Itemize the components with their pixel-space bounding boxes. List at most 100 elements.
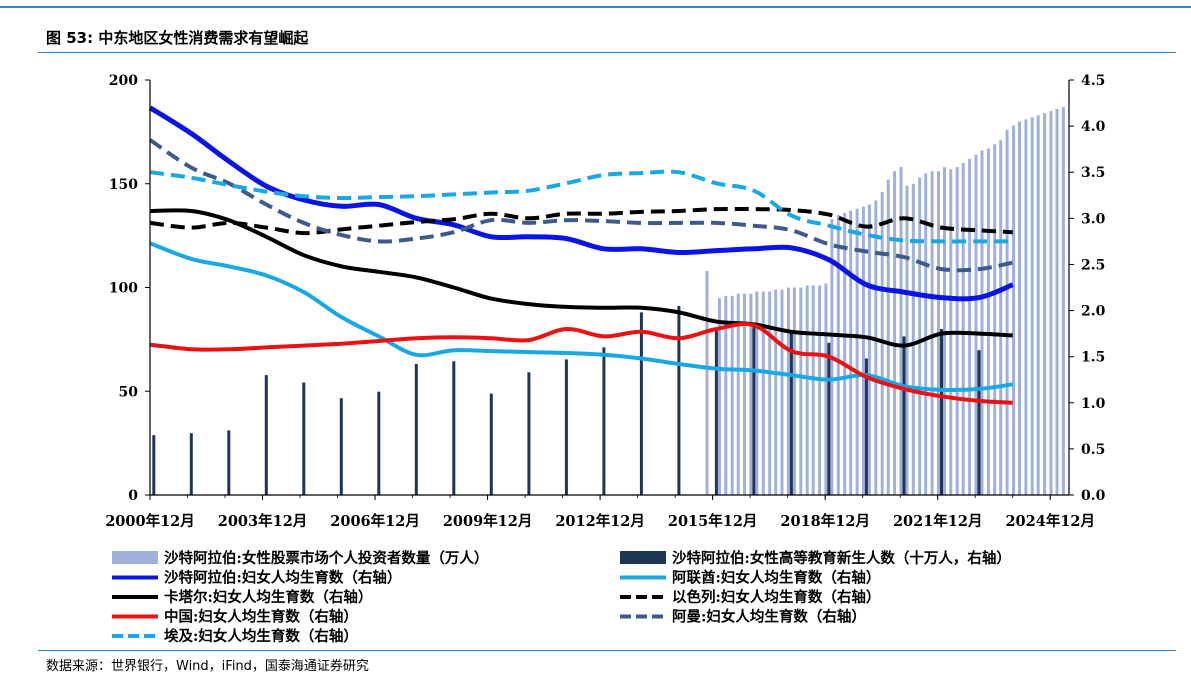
bar-series0-30 [899, 167, 903, 495]
bar-series1-7 [414, 364, 418, 495]
bar-series1-9 [489, 393, 493, 495]
bar-series0-44 [986, 148, 990, 495]
bar-series1-8 [452, 361, 456, 495]
bar-series0-55 [1055, 109, 1059, 495]
bar-series0-4 [736, 293, 740, 495]
bar-series1-13 [639, 312, 643, 495]
bar-series0-16 [811, 285, 815, 495]
bar-series0-56 [1061, 107, 1065, 495]
left-tick-label-4: 200 [109, 73, 138, 89]
bar-series1-21 [940, 329, 943, 495]
x-tick-label-6: 2018年12月 [780, 512, 870, 530]
bar-series1-22 [977, 350, 981, 495]
line-series-2 [148, 105, 1014, 302]
left-tick-label-2: 100 [109, 281, 138, 297]
x-tick-label-8: 2024年12月 [1005, 512, 1095, 530]
bar-series1-15 [714, 330, 718, 495]
legend-label-7: 阿曼:妇女人均生育数（右轴） [672, 608, 866, 626]
bar-series0-29 [893, 171, 897, 496]
bar-series0-47 [1005, 129, 1009, 496]
figure-title: 图 53: 中东地区女性消费需求有望崛起 [46, 29, 309, 47]
bar-series0-7 [755, 291, 759, 495]
source-note: 数据来源：世界银行，Wind，iFind，国泰海通证券研究 [46, 659, 369, 674]
bar-series1-1 [189, 433, 193, 495]
bar-series0-35 [930, 171, 934, 496]
bar-series1-3 [264, 375, 268, 495]
bar-series0-25 [867, 204, 871, 495]
bar-series0-5 [743, 293, 746, 495]
bar-series1-6 [377, 391, 381, 495]
legend-label-4: 卡塔尔:妇女人均生育数（右轴） [164, 588, 372, 606]
bar-series0-0 [705, 270, 709, 495]
bar-series0-23 [855, 208, 859, 495]
bar-series0-13 [792, 287, 796, 495]
bottom-rule [38, 650, 1176, 651]
line-series-3 [149, 241, 1013, 393]
bar-series1-10 [527, 372, 531, 495]
bar-series0-52 [1036, 115, 1040, 496]
line-series-4 [149, 208, 1013, 348]
bar-series0-2 [724, 295, 728, 495]
legend-label-1: 沙特阿拉伯:女性高等教育新生人数（十万人，右轴） [672, 549, 1011, 567]
top-rule [0, 6, 1191, 8]
bar-series0-3 [730, 295, 734, 495]
right-tick-label-1: 0.5 [1081, 442, 1105, 458]
bar-series0-48 [1012, 125, 1015, 495]
legend-label-6: 中国:妇女人均生育数（右轴） [164, 608, 358, 626]
x-tick-label-7: 2021年12月 [893, 512, 983, 530]
bar-series0-14 [799, 287, 803, 495]
bar-series0-54 [1049, 111, 1053, 495]
right-tick-label-8: 4.0 [1081, 119, 1106, 135]
right-tick-label-6: 3.0 [1081, 211, 1106, 227]
right-tick-label-9: 4.5 [1081, 73, 1105, 89]
bar-series1-2 [227, 430, 231, 495]
x-tick-label-1: 2003年12月 [218, 512, 308, 530]
right-tick-label-4: 2.0 [1081, 304, 1106, 320]
left-tick-label-0: 0 [128, 488, 138, 504]
legend-label-2: 沙特阿拉伯:妇女人均生育数（右轴） [164, 569, 401, 587]
bar-series0-15 [805, 285, 809, 495]
x-tick-label-5: 2015年12月 [668, 512, 758, 530]
bar-series0-26 [874, 200, 878, 495]
bar-series0-1 [717, 297, 721, 495]
bar-series1-12 [602, 347, 606, 495]
bar-series1-18 [827, 342, 831, 495]
bar-series0-21 [843, 212, 847, 496]
right-tick-label-7: 3.5 [1081, 165, 1105, 181]
bar-series0-28 [886, 179, 890, 495]
legend-swatch-1 [620, 551, 666, 564]
bar-series0-46 [999, 140, 1003, 495]
line-series-8 [149, 169, 1013, 244]
bar-series0-50 [1024, 119, 1028, 496]
bar-series0-17 [818, 285, 822, 495]
bar-series1-4 [302, 382, 306, 495]
bar-series0-49 [1018, 121, 1021, 495]
bar-series0-27 [880, 192, 884, 495]
line-series-7 [148, 138, 1014, 273]
bar-series0-37 [943, 167, 946, 495]
bar-series0-24 [861, 206, 865, 495]
x-tick-label-4: 2012年12月 [555, 512, 645, 530]
right-tick-label-5: 2.5 [1081, 257, 1105, 273]
x-tick-label-3: 2009年12月 [443, 512, 533, 530]
bar-series0-42 [974, 154, 978, 495]
x-tick-label-0: 2000年12月 [105, 512, 195, 530]
bar-series0-22 [849, 210, 853, 495]
bar-series1-0 [152, 435, 156, 495]
left-tick-label-1: 50 [119, 384, 139, 400]
bar-series0-51 [1030, 117, 1034, 496]
line-series-5 [149, 206, 1013, 236]
bar-series0-20 [836, 214, 840, 495]
x-tick-label-2: 2006年12月 [330, 512, 420, 530]
bar-series1-11 [564, 359, 568, 495]
title-rule [38, 52, 1176, 53]
bar-series0-9 [768, 291, 772, 495]
bar-series1-16 [752, 327, 756, 495]
legend-swatch-0 [112, 551, 158, 564]
bar-series0-34 [924, 173, 928, 495]
bar-series0-45 [993, 144, 997, 496]
bar-series0-11 [780, 289, 784, 495]
bar-series0-18 [824, 283, 828, 495]
bar-series1-19 [864, 358, 868, 495]
